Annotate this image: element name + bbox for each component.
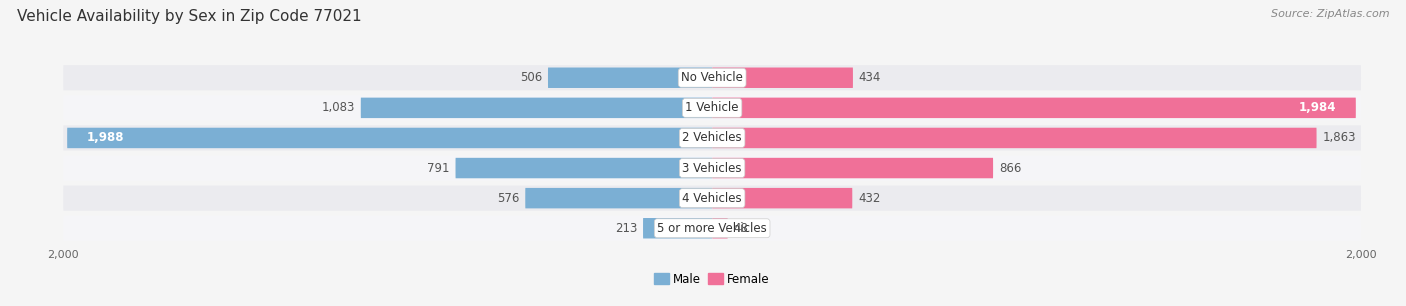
FancyBboxPatch shape	[63, 95, 1361, 121]
FancyBboxPatch shape	[713, 128, 1316, 148]
Legend: Male, Female: Male, Female	[650, 268, 775, 290]
Text: Source: ZipAtlas.com: Source: ZipAtlas.com	[1271, 9, 1389, 19]
Text: 576: 576	[498, 192, 519, 205]
Text: 1,083: 1,083	[322, 101, 354, 114]
FancyBboxPatch shape	[713, 68, 853, 88]
FancyBboxPatch shape	[713, 188, 852, 208]
FancyBboxPatch shape	[713, 158, 993, 178]
FancyBboxPatch shape	[67, 128, 713, 148]
Text: No Vehicle: No Vehicle	[681, 71, 744, 84]
Text: 5 or more Vehicles: 5 or more Vehicles	[657, 222, 768, 235]
Text: 1,988: 1,988	[87, 132, 124, 144]
Text: 866: 866	[998, 162, 1021, 174]
Text: 1 Vehicle: 1 Vehicle	[685, 101, 740, 114]
FancyBboxPatch shape	[63, 216, 1361, 241]
Text: 506: 506	[520, 71, 543, 84]
Text: 2 Vehicles: 2 Vehicles	[682, 132, 742, 144]
Text: 3 Vehicles: 3 Vehicles	[682, 162, 742, 174]
Text: 213: 213	[614, 222, 637, 235]
FancyBboxPatch shape	[361, 98, 713, 118]
Text: 1,984: 1,984	[1299, 101, 1336, 114]
FancyBboxPatch shape	[63, 185, 1361, 211]
Text: 432: 432	[858, 192, 880, 205]
FancyBboxPatch shape	[526, 188, 713, 208]
FancyBboxPatch shape	[713, 98, 1355, 118]
Text: 791: 791	[427, 162, 450, 174]
FancyBboxPatch shape	[548, 68, 713, 88]
FancyBboxPatch shape	[456, 158, 713, 178]
Text: 48: 48	[734, 222, 748, 235]
Text: 4 Vehicles: 4 Vehicles	[682, 192, 742, 205]
FancyBboxPatch shape	[63, 65, 1361, 90]
FancyBboxPatch shape	[643, 218, 713, 238]
Text: Vehicle Availability by Sex in Zip Code 77021: Vehicle Availability by Sex in Zip Code …	[17, 9, 361, 24]
Text: 1,863: 1,863	[1323, 132, 1355, 144]
FancyBboxPatch shape	[713, 218, 728, 238]
FancyBboxPatch shape	[63, 155, 1361, 181]
Text: 434: 434	[859, 71, 882, 84]
FancyBboxPatch shape	[63, 125, 1361, 151]
